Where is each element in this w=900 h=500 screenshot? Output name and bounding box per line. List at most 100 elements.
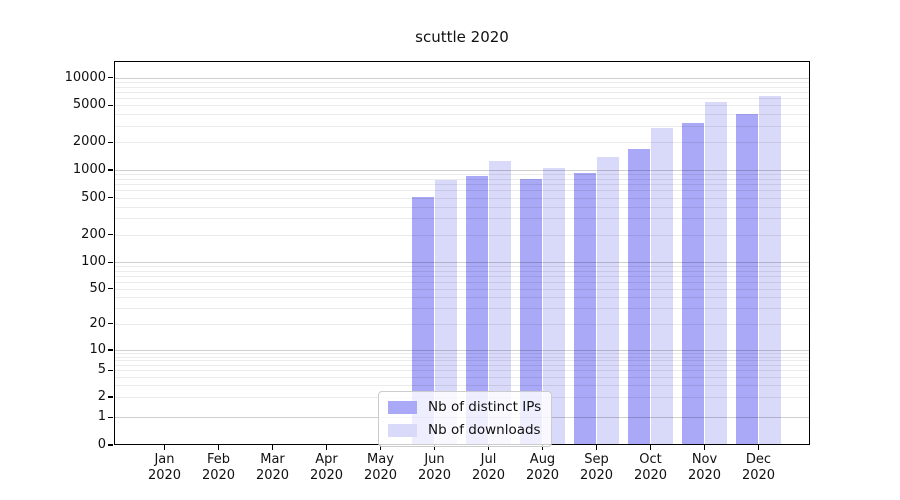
- y-tick-mark: [108, 396, 113, 398]
- gridline-minor: [115, 218, 809, 220]
- x-tick-year: 2020: [687, 467, 722, 483]
- x-tick-month: May: [367, 452, 394, 467]
- y-tick-label: 2000: [72, 134, 106, 150]
- gridline-minor: [115, 81, 809, 83]
- x-tick-year: 2020: [471, 467, 506, 483]
- bar-downloads: [542, 168, 565, 445]
- x-tick-year: 2020: [309, 467, 344, 483]
- y-tick-mark: [108, 169, 113, 171]
- y-tick-label: 200: [81, 226, 106, 242]
- x-tick-mark: [595, 445, 598, 450]
- x-tick-year: 2020: [633, 467, 668, 483]
- x-tick-month: Nov: [691, 452, 718, 467]
- x-tick-mark: [217, 445, 220, 450]
- y-tick-label: 2: [97, 389, 106, 405]
- x-tick-label: Apr 2020: [295, 452, 359, 483]
- x-tick-year: 2020: [525, 467, 560, 483]
- x-tick-label: Oct 2020: [619, 452, 683, 483]
- gridline-minor: [115, 206, 809, 208]
- legend: Nb of distinct IPs Nb of downloads: [378, 391, 553, 447]
- x-tick-month: Aug: [529, 452, 556, 467]
- gridline-minor: [115, 385, 809, 387]
- x-tick-mark: [757, 445, 760, 450]
- y-tick-mark: [108, 197, 113, 199]
- y-tick-mark: [108, 261, 113, 263]
- x-tick-mark: [433, 445, 436, 450]
- x-tick-year: 2020: [579, 467, 614, 483]
- bar-downloads: [704, 101, 727, 445]
- x-tick-month: Jun: [424, 452, 445, 467]
- gridline-minor: [115, 184, 809, 186]
- gridline-minor: [115, 114, 809, 116]
- x-tick-label: Aug 2020: [511, 452, 575, 483]
- y-tick-mark: [108, 349, 113, 351]
- x-tick-label: Jan 2020: [133, 452, 197, 483]
- gridline-minor: [115, 308, 809, 310]
- gridline-minor: [115, 297, 809, 299]
- bar-distinct-ips: [412, 196, 435, 445]
- legend-swatch-distinct-ips: [388, 401, 417, 414]
- gridline-major: [115, 350, 809, 351]
- y-tick-mark: [108, 416, 113, 418]
- x-tick-mark: [649, 445, 652, 450]
- gridline-minor: [115, 197, 809, 199]
- x-tick-mark: [325, 445, 328, 450]
- y-tick-label: 50: [89, 280, 106, 296]
- y-tick-label: 1: [97, 409, 106, 425]
- bar-downloads: [488, 160, 511, 445]
- x-tick-mark: [163, 445, 166, 450]
- x-tick-month: Dec: [745, 452, 772, 467]
- gridline-minor: [115, 190, 809, 192]
- gridline-major: [115, 170, 809, 171]
- y-tick-mark: [108, 322, 113, 325]
- gridline-minor: [115, 360, 809, 362]
- x-tick-label: Feb 2020: [187, 452, 251, 483]
- bar-distinct-ips: [736, 113, 759, 445]
- x-tick-year: 2020: [201, 467, 236, 483]
- x-tick-mark: [487, 445, 490, 450]
- gridline-minor: [115, 376, 809, 378]
- y-tick-mark: [108, 104, 113, 107]
- y-tick-label: 10000: [64, 69, 106, 85]
- legend-label: Nb of downloads: [428, 422, 541, 438]
- legend-swatch-downloads: [388, 424, 417, 437]
- bar-downloads: [434, 180, 457, 445]
- legend-row: Nb of downloads: [388, 422, 541, 439]
- bar-distinct-ips: [628, 149, 651, 445]
- gridline-minor: [115, 353, 809, 355]
- gridline-minor: [115, 125, 809, 127]
- x-tick-label: Nov 2020: [673, 452, 737, 483]
- x-tick-month: Apr: [315, 452, 338, 467]
- x-tick-year: 2020: [255, 467, 290, 483]
- gridline-minor: [115, 270, 809, 272]
- x-tick-year: 2020: [417, 467, 452, 483]
- x-tick-label: Sep 2020: [565, 452, 629, 483]
- x-tick-month: Feb: [206, 452, 231, 467]
- y-tick-label: 5: [97, 362, 106, 378]
- gridline-minor: [115, 142, 809, 144]
- y-tick-label: 500: [81, 189, 106, 205]
- legend-row: Nb of distinct IPs: [388, 399, 541, 416]
- x-tick-mark: [271, 445, 274, 450]
- y-tick-mark: [108, 369, 113, 371]
- gridline-minor: [115, 178, 809, 180]
- x-tick-label: Jul 2020: [457, 452, 521, 483]
- x-tick-month: Mar: [260, 452, 285, 467]
- x-tick-mark: [703, 445, 706, 450]
- gridline-minor: [115, 266, 809, 268]
- y-tick-label: 1000: [72, 162, 106, 177]
- y-tick-label: 100: [81, 254, 106, 270]
- x-tick-label: Jun 2020: [403, 452, 467, 483]
- y-tick-label: 0: [97, 437, 106, 452]
- y-tick-label: 5000: [72, 97, 106, 113]
- gridline-minor: [115, 323, 809, 325]
- chart-title: scuttle 2020: [415, 28, 509, 46]
- y-tick-mark: [108, 288, 113, 290]
- y-tick-mark: [108, 77, 113, 79]
- x-tick-year: 2020: [147, 467, 182, 483]
- x-tick-label: May 2020: [349, 452, 413, 483]
- bar-distinct-ips: [466, 175, 489, 445]
- x-tick-label: Mar 2020: [241, 452, 305, 483]
- gridline-minor: [115, 174, 809, 176]
